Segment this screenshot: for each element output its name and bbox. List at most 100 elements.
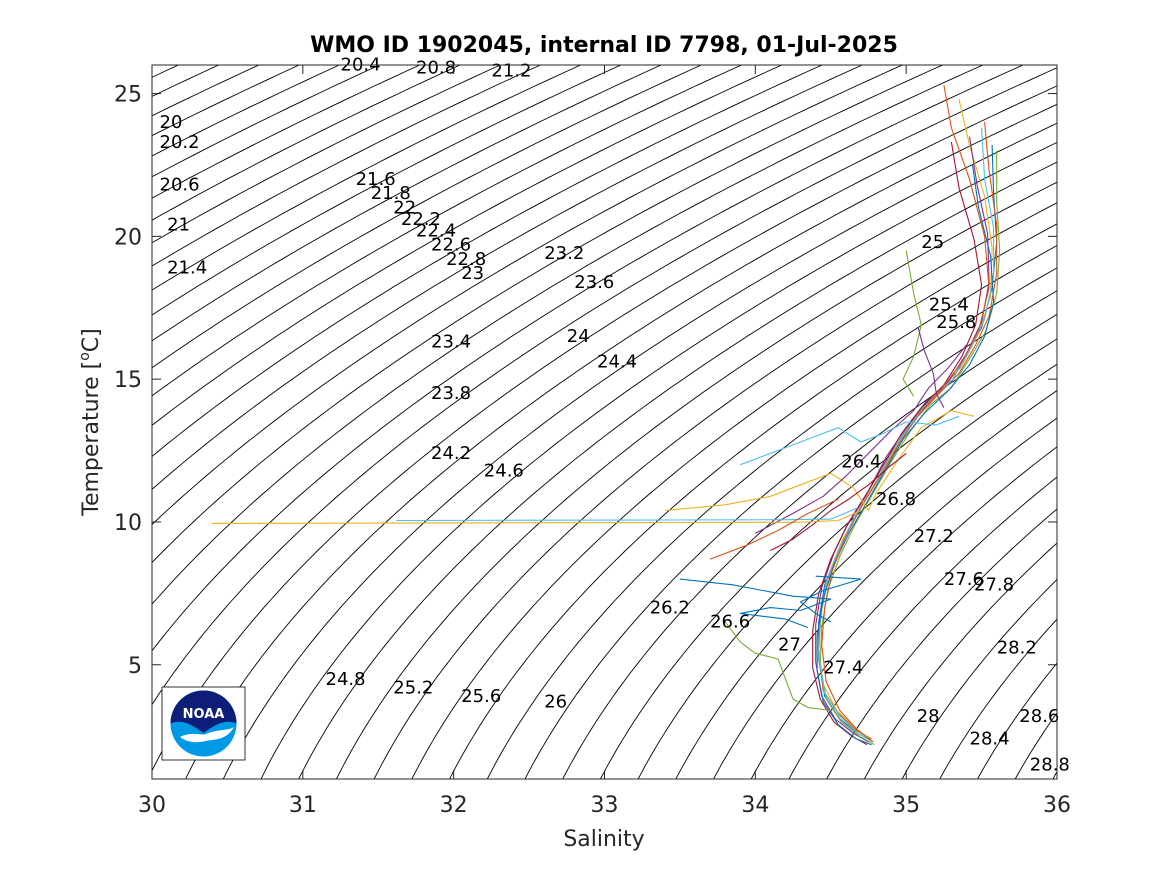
isopycnal-label-30: 27.6 [944, 569, 984, 590]
isopycnal-label-16: 23.2 [544, 243, 584, 264]
isopycnal-label-9: 21.8 [371, 183, 411, 204]
isopycnal-25.6 [449, 245, 1057, 779]
isopycnal-label-40: 26 [544, 692, 567, 713]
isopycnal-label-43: 28.6 [1019, 706, 1059, 727]
profile-line-19 [917, 327, 945, 408]
isopycnal-22.8 [152, 65, 864, 490]
isopycnal-label-36: 28.2 [997, 637, 1037, 658]
isopycnal-label-21: 23.8 [431, 383, 471, 404]
isopycnal-18.2 [0, 8, 64, 836]
isopycnal-label-41: 28 [917, 706, 940, 727]
isopycnal-label-6: 21 [167, 215, 190, 236]
isopycnal-labels: 20.4 20.8 21.22020.220.62121.421.621.82222… [160, 55, 1070, 776]
y-tick-label-20: 20 [114, 225, 142, 250]
isopycnal-label-25: 25.4 [929, 295, 969, 316]
isopycnal-24 [152, 85, 1057, 772]
isopycnal-25.8 [486, 267, 1057, 779]
isopycnal-label-31: 27.8 [974, 575, 1014, 596]
isopycnal-20.2 [152, 65, 341, 157]
y-tick-label-10: 10 [114, 511, 142, 536]
isopycnal-27 [712, 417, 1057, 779]
profile-line-12 [724, 621, 831, 712]
isopycnal-24.8 [298, 161, 1057, 779]
x-tick-label-34: 34 [741, 793, 769, 818]
isopycnal-label-27: 26.4 [841, 452, 881, 473]
profile-line-15 [800, 575, 862, 623]
isopycnal-23.6 [152, 65, 1025, 652]
profile-line-13 [740, 415, 960, 466]
isopycnal-label-44: 28.8 [1030, 754, 1070, 775]
isopycnal-22.4 [152, 65, 783, 426]
x-tick-label-35: 35 [892, 793, 920, 818]
isopycnal-18.6 [0, 8, 145, 836]
isopycnal-23.4 [152, 65, 985, 605]
noaa-logo: NOAA [161, 686, 246, 761]
isopycnal-label-4: 20.2 [160, 132, 200, 153]
isopycnal-28.4 [976, 662, 1057, 779]
isopycnal-label-33: 26.6 [710, 612, 750, 633]
profile-line-11 [679, 578, 832, 629]
isopycnal-label-34: 27 [778, 635, 801, 656]
isopycnal-label-14: 22.8 [446, 249, 486, 270]
x-tick-label-32: 32 [440, 793, 468, 818]
isopycnal-27.4 [788, 476, 1057, 779]
isopycnal-label-29: 27.2 [914, 526, 954, 547]
isopycnal-21.2 [152, 65, 542, 267]
chart-title: WMO ID 1902045, internal ID 7798, 01-Jul… [310, 33, 898, 58]
isopycnal-label-32: 26.2 [650, 597, 690, 618]
isopycnal-26.6 [637, 363, 1057, 779]
profile-line-18 [902, 250, 922, 397]
isopycnal-label-23: 24.6 [484, 460, 524, 481]
isopycnal-24.6 [260, 141, 1057, 779]
x-axis-label: Salinity [563, 827, 644, 852]
isopycnal-25.2 [373, 202, 1057, 779]
isopycnal-21.8 [152, 65, 663, 342]
axis-ticks: 30 31 32 33 34 35 36 5 10 15 20 25 [114, 65, 1071, 818]
profile-line-6 [812, 142, 983, 746]
isopycnal-23.8 [152, 67, 1057, 706]
isopycnal-23.2 [152, 65, 944, 564]
isopycnal-label-5: 20.6 [160, 175, 200, 196]
isopycnal-label-3: 20 [160, 112, 183, 133]
isopycnal-label-38: 25.2 [393, 677, 433, 698]
isopycnal-24.4 [222, 122, 1057, 779]
isopycnal-label-12: 22.4 [416, 220, 456, 241]
profile-line-9 [664, 410, 975, 512]
isopycnal-label-8: 21.6 [356, 169, 396, 190]
isopycnal-20.6 [152, 65, 421, 199]
isopycnal-18 [0, 8, 24, 836]
profile-line-10 [755, 344, 967, 534]
y-axis-label-main: Temperature [ [79, 361, 104, 517]
isopycnal-26.4 [599, 338, 1057, 779]
isopycnal-22 [152, 65, 703, 369]
isopycnal-21.4 [152, 65, 582, 291]
x-tick-label-36: 36 [1043, 793, 1071, 818]
isopycnal-21 [152, 65, 502, 244]
isopycnal-20.8 [152, 65, 462, 221]
isopycnal-label-39: 25.6 [461, 686, 501, 707]
profile-line-14 [770, 452, 907, 551]
isopycnal-label-13: 22.6 [431, 235, 471, 256]
y-axis-label-end: C] [79, 328, 104, 352]
isopycnal-28.2 [939, 618, 1057, 779]
isopycnal-21.6 [152, 65, 622, 316]
isopycnal-26.8 [675, 390, 1057, 779]
isopycnal-label-15: 23 [461, 263, 484, 284]
isopycnal-label-26: 25.8 [936, 312, 976, 333]
isopycnal-22.2 [152, 65, 743, 397]
isopycnal-label-10: 22 [393, 198, 416, 219]
profile-line-17 [396, 507, 859, 522]
isopycnal-28.6 [1014, 712, 1057, 779]
isopycnal-label-22: 24.2 [431, 443, 471, 464]
isopycnal-label-42: 28.4 [970, 729, 1010, 750]
y-tick-label-15: 15 [114, 368, 142, 393]
profile-line-20 [709, 498, 839, 560]
isopycnal-label-17: 23.6 [574, 272, 614, 293]
isopycnal-26.2 [562, 313, 1057, 779]
isopycnal-label-24: 25 [921, 232, 944, 253]
x-tick-label-31: 31 [289, 793, 317, 818]
isopycnal-label-1: 20.8 [416, 58, 456, 79]
isopycnal-label-37: 24.8 [326, 669, 366, 690]
isopycnal-label-28: 26.8 [876, 489, 916, 510]
